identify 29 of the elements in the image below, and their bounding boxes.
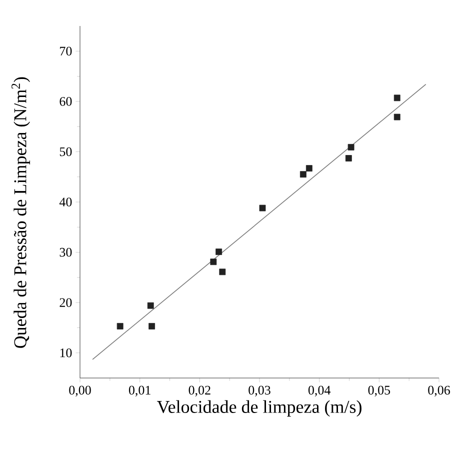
point — [348, 144, 354, 150]
x-tick-label: 0,04 — [308, 386, 331, 396]
x-tick-label: 0,06 — [428, 386, 450, 396]
x-tick-label: 0,05 — [368, 386, 390, 396]
point — [116, 323, 124, 330]
x-tick-label: 0,01 — [128, 386, 150, 396]
point — [147, 302, 154, 309]
y-tick-label: 20 — [60, 298, 72, 307]
point — [210, 258, 217, 266]
point — [219, 268, 226, 276]
x-tick-label: 0,02 — [188, 386, 210, 396]
x-axis-title: Velocidade de limpeza (m/s) — [156, 400, 362, 417]
x-tick-label: 0,03 — [248, 386, 270, 396]
point — [259, 204, 266, 212]
y-axis-title: Queda de Pressão de Limpeza (N/m$^{2}$) — [12, 77, 30, 348]
y-tick-label: 50 — [60, 147, 72, 156]
x-tick-label: 0,00 — [69, 386, 91, 396]
point — [394, 114, 400, 120]
y-tick-label: 60 — [60, 97, 72, 106]
point — [216, 248, 222, 255]
y-tick-label: 40 — [59, 198, 72, 206]
y-tick-label: 10 — [60, 348, 72, 358]
y-tick-label: 70 — [60, 46, 72, 56]
point — [394, 94, 400, 102]
point — [345, 155, 352, 162]
point — [306, 165, 312, 172]
point — [148, 323, 156, 330]
y-tick-label: 30 — [60, 248, 72, 257]
point — [300, 171, 306, 178]
